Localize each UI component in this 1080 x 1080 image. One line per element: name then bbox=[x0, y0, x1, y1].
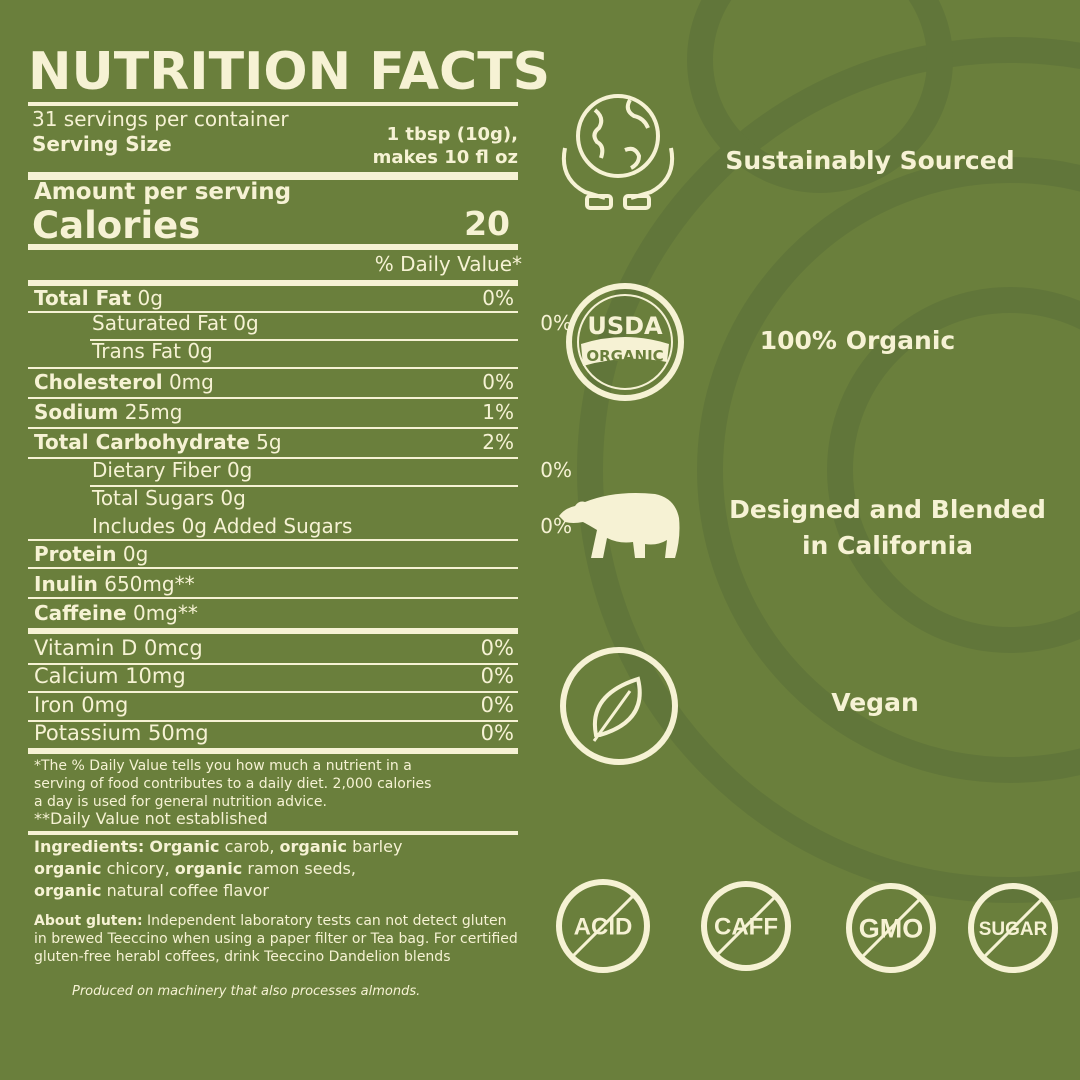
daily-value-percent: 0% bbox=[482, 286, 514, 310]
amount-per-serving: Amount per serving bbox=[34, 179, 292, 205]
svg-text:GMO: GMO bbox=[859, 914, 924, 944]
serving-size-value-1: 1 tbsp (10g), bbox=[386, 124, 518, 145]
vitamin-row: Potassium 50mg 0% bbox=[34, 721, 514, 745]
nutrient-row: Total Fat 0g 0% bbox=[34, 286, 514, 310]
no-sugar-badge-icon: SUGAR bbox=[968, 883, 1058, 973]
nutrient-row: Protein 0g bbox=[34, 542, 149, 566]
claim-organic: 100% Organic bbox=[759, 326, 956, 355]
nutrient-row: Total Carbohydrate 5g 2% bbox=[34, 430, 514, 454]
nutrition-facts-title: NUTRITION FACTS bbox=[28, 42, 551, 102]
footnote: *The % Daily Value tells you how much a … bbox=[34, 758, 412, 774]
svg-text:SUGAR: SUGAR bbox=[979, 919, 1048, 940]
servings-per-container: 31 servings per container bbox=[32, 107, 289, 131]
claim-designed-blended: Designed and Blended in California bbox=[729, 495, 1046, 560]
nutrient-row: Total Sugars 0g bbox=[92, 486, 246, 510]
vitamin-row: Vitamin D 0mcg 0% bbox=[34, 636, 514, 660]
footnote: a day is used for general nutrition advi… bbox=[34, 794, 327, 810]
nutrient-row: Dietary Fiber 0g 0% bbox=[92, 458, 572, 482]
vitamin-row: Calcium 10mg 0% bbox=[34, 664, 514, 688]
globe-in-hands-icon bbox=[562, 94, 674, 210]
daily-value-percent: 0% bbox=[482, 370, 514, 394]
calories-label: Calories bbox=[32, 204, 201, 247]
daily-value-percent: 2% bbox=[482, 430, 514, 454]
claim-sustainably-sourced: Sustainably Sourced bbox=[725, 146, 1015, 175]
svg-text:ORGANIC: ORGANIC bbox=[586, 347, 663, 365]
vitamin-row: Iron 0mg 0% bbox=[34, 693, 514, 717]
serving-size-label: Serving Size bbox=[32, 132, 172, 156]
ingredients-line: organic chicory, organic ramon seeds, bbox=[34, 859, 356, 878]
gluten-note: gluten-free herabl coffees, drink Teecci… bbox=[34, 949, 451, 965]
no-caff-badge-icon: CAFF bbox=[701, 881, 791, 971]
nutrient-row: Sodium 25mg 1% bbox=[34, 400, 514, 424]
ingredients-line: Ingredients: Organic carob, organic barl… bbox=[34, 837, 403, 856]
footnote-dv-not-established: **Daily Value not established bbox=[34, 809, 268, 828]
gluten-note: in brewed Teeccino when using a paper fi… bbox=[34, 931, 518, 947]
serving-size-value-2: makes 10 fl oz bbox=[372, 147, 518, 168]
no-gmo-badge-icon: GMO bbox=[846, 883, 936, 973]
nutrient-row: Saturated Fat 0g 0% bbox=[92, 311, 572, 335]
footnote: serving of food contributes to a daily d… bbox=[34, 776, 432, 792]
svg-text:USDA: USDA bbox=[587, 312, 663, 340]
svg-text:ACID: ACID bbox=[574, 914, 633, 941]
nutrient-row: Caffeine 0mg** bbox=[34, 601, 198, 625]
daily-value-header: % Daily Value* bbox=[374, 252, 522, 276]
gluten-note: About gluten: Independent laboratory tes… bbox=[34, 913, 507, 929]
daily-value-percent: 1% bbox=[482, 400, 514, 424]
calories-value: 20 bbox=[464, 204, 510, 243]
allergen-note: Produced on machinery that also processe… bbox=[72, 984, 421, 999]
svg-text:CAFF: CAFF bbox=[714, 914, 778, 941]
daily-value-percent: 0% bbox=[540, 311, 572, 335]
leaf-icon bbox=[560, 647, 678, 765]
nutrient-row: Trans Fat 0g bbox=[92, 339, 213, 363]
bear-icon bbox=[559, 493, 680, 558]
no-acid-badge-icon: ACID bbox=[556, 879, 650, 973]
claim-vegan: Vegan bbox=[831, 688, 919, 717]
usda-organic-seal-icon: USDA ORGANIC bbox=[566, 283, 684, 401]
daily-value-percent: 0% bbox=[540, 458, 572, 482]
nutrient-row: Includes 0g Added Sugars 0% bbox=[92, 514, 572, 538]
ingredients-line: organic natural coffee flavor bbox=[34, 881, 269, 900]
nutrient-row: Cholesterol 0mg 0% bbox=[34, 370, 514, 394]
nutrient-row: Inulin 650mg** bbox=[34, 572, 195, 596]
